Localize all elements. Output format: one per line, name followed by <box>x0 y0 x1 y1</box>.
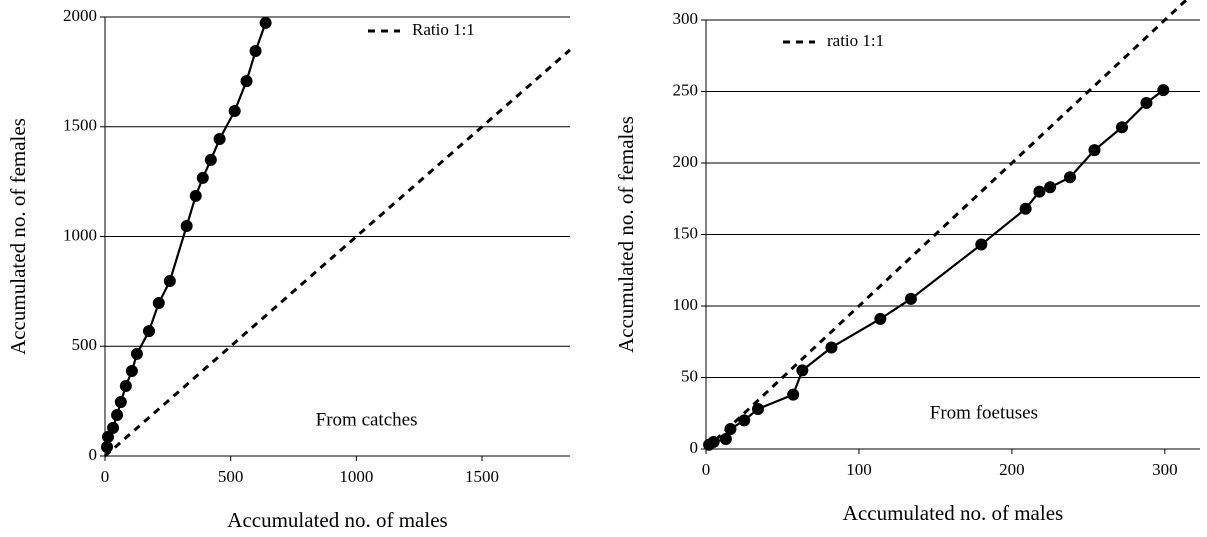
y-tick-label: 100 <box>673 295 699 314</box>
data-point <box>114 396 127 409</box>
data-point <box>111 408 124 421</box>
data-point <box>724 422 737 435</box>
y-axis-label: Accumulated no. of females <box>6 118 30 355</box>
data-point <box>1019 202 1032 215</box>
data-point <box>904 292 917 305</box>
data-point <box>1116 121 1128 134</box>
y-tick-label: 50 <box>681 366 698 385</box>
x-tick-label: 300 <box>1152 460 1178 479</box>
data-point <box>249 45 262 58</box>
x-tick-label: 0 <box>101 467 110 486</box>
data-point <box>125 365 138 378</box>
data-point <box>240 75 253 88</box>
data-point <box>796 364 809 377</box>
x-tick-label: 1500 <box>465 467 499 486</box>
data-point <box>130 347 143 360</box>
x-tick-label: 200 <box>999 460 1025 479</box>
data-point <box>1157 84 1170 97</box>
x-tick-label: 0 <box>702 460 711 479</box>
legend-label: ratio 1:1 <box>827 31 884 50</box>
data-point <box>119 379 132 392</box>
annotation: From catches <box>316 409 418 430</box>
ratio-line <box>104 48 571 458</box>
data-point <box>874 312 887 325</box>
data-point <box>101 441 114 454</box>
x-axis-label: Accumulated no. of males <box>227 508 447 532</box>
y-axis-label: Accumulated no. of females <box>614 116 638 353</box>
ratio-line <box>704 0 1189 451</box>
y-tick-label: 150 <box>673 223 699 242</box>
y-tick-label: 200 <box>673 152 699 171</box>
data-point <box>196 171 209 184</box>
x-tick-label: 500 <box>218 467 244 486</box>
legend-label: Ratio 1:1 <box>412 20 475 39</box>
data-point <box>1140 96 1153 109</box>
y-tick-label: 2000 <box>63 6 97 25</box>
data-point <box>787 388 800 401</box>
data-point <box>825 341 838 354</box>
data-point <box>719 432 732 445</box>
annotation: From foetuses <box>930 402 1038 423</box>
data-point <box>1064 171 1076 184</box>
x-tick-label: 100 <box>846 460 872 479</box>
data-line <box>708 89 1164 446</box>
y-tick-label: 0 <box>690 438 699 457</box>
data-point <box>142 325 155 338</box>
data-point <box>213 133 226 146</box>
data-point <box>1033 185 1046 198</box>
data-point <box>1088 144 1101 157</box>
data-point <box>189 189 202 202</box>
data-point <box>1044 181 1057 194</box>
data-point <box>152 297 165 310</box>
data-point <box>107 421 120 434</box>
y-tick-label: 500 <box>72 335 98 354</box>
data-point <box>228 104 241 117</box>
y-tick-label: 300 <box>673 9 699 28</box>
data-point <box>752 402 764 415</box>
data-point <box>975 238 988 251</box>
y-tick-label: 0 <box>89 445 98 464</box>
data-point <box>180 219 193 232</box>
data-point <box>259 16 272 29</box>
x-axis-label: Accumulated no. of males <box>843 501 1063 525</box>
y-tick-label: 1000 <box>63 225 97 244</box>
y-tick-label: 250 <box>673 80 699 99</box>
data-point <box>163 275 176 288</box>
data-point <box>204 153 217 166</box>
data-point <box>102 430 115 443</box>
data-point <box>738 414 751 427</box>
x-tick-label: 1000 <box>339 467 373 486</box>
y-tick-label: 1500 <box>63 116 97 135</box>
